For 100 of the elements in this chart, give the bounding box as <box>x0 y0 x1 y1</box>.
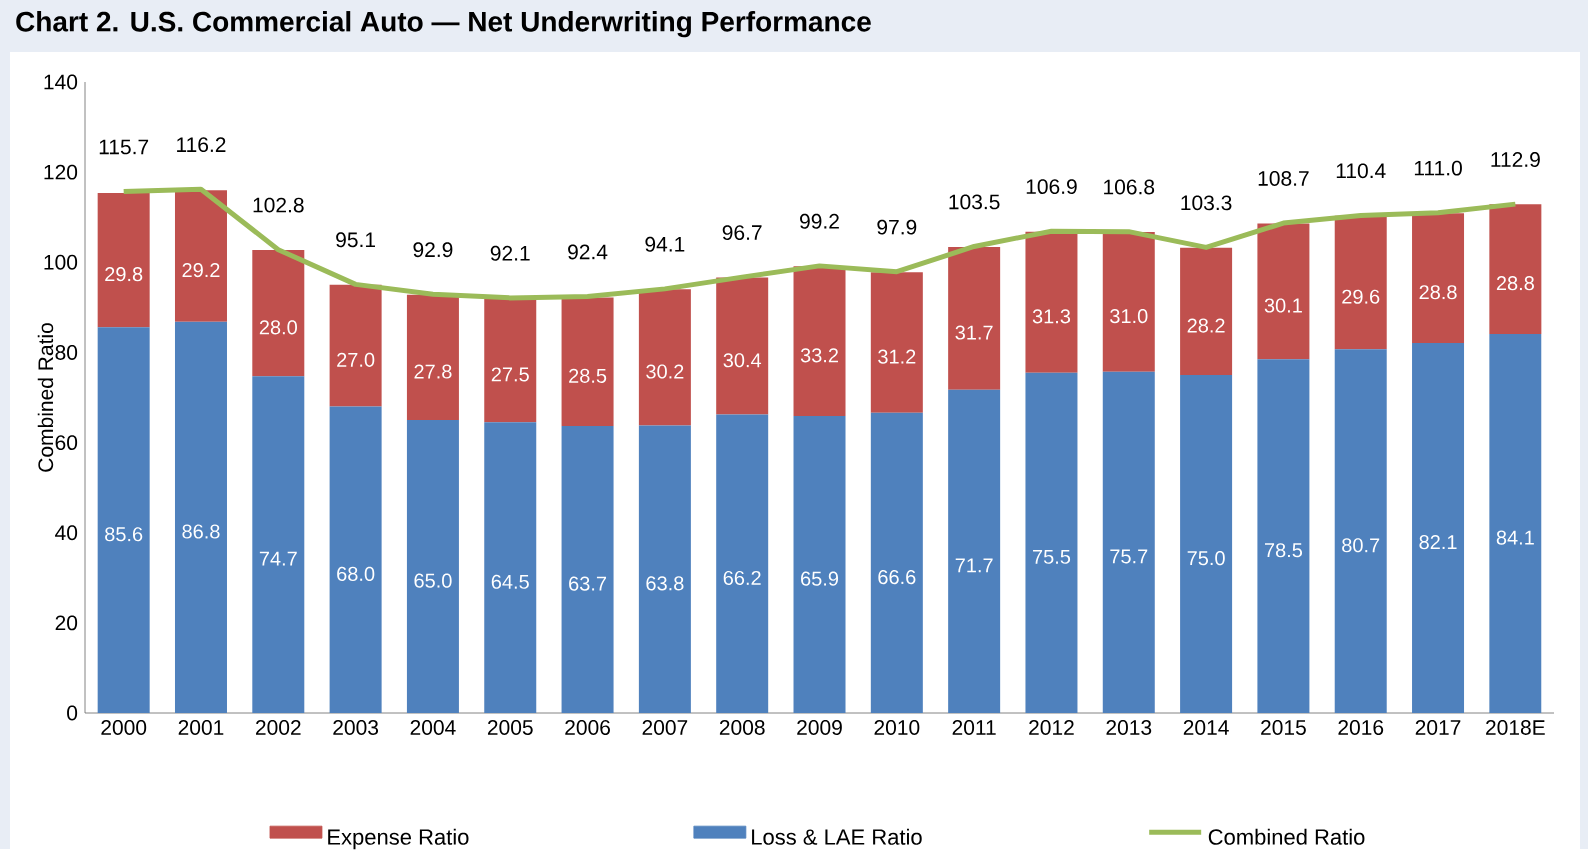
data-label: 68.0 <box>337 567 375 582</box>
x-tick-label: 2006 <box>565 720 610 736</box>
data-label: 99.2 <box>800 214 839 229</box>
bar <box>1334 216 1387 350</box>
data-label: 115.7 <box>99 139 149 155</box>
bar <box>484 298 537 423</box>
bar <box>870 413 923 714</box>
y-tick-label: 140 <box>44 74 78 90</box>
bar <box>948 247 1001 391</box>
bar <box>1412 213 1465 344</box>
legend-label: Combined Ratio <box>1208 828 1365 846</box>
y-tick-label: 100 <box>44 255 78 270</box>
bar <box>174 321 227 714</box>
data-label: 75.7 <box>1110 549 1148 564</box>
bar <box>1025 372 1078 714</box>
data-label: 106.8 <box>1104 179 1155 195</box>
bar <box>1025 231 1078 373</box>
bar <box>1102 232 1155 372</box>
bar <box>948 390 1001 714</box>
data-label: 103.5 <box>949 194 1000 210</box>
data-label: 30.2 <box>646 364 684 379</box>
data-label: 71.7 <box>955 558 993 573</box>
data-label: 65.0 <box>414 573 452 588</box>
bar <box>406 420 459 714</box>
data-label: 29.8 <box>105 267 143 282</box>
y-tick-label: 80 <box>55 345 78 361</box>
x-tick-label: 2003 <box>333 720 379 736</box>
data-label: 96.7 <box>722 225 762 241</box>
bar <box>97 193 150 328</box>
data-label: 29.6 <box>1342 289 1380 304</box>
data-label: 31.2 <box>878 349 916 364</box>
bar <box>793 416 846 714</box>
x-tick-label: 2014 <box>1183 720 1229 736</box>
y-tick-label: 40 <box>55 525 78 541</box>
data-label: 74.7 <box>259 551 297 566</box>
x-tick-label: 2008 <box>719 720 765 736</box>
data-label: 27.5 <box>491 367 529 382</box>
bar <box>174 190 227 322</box>
bar <box>638 425 691 714</box>
x-tick-label: 2015 <box>1261 720 1306 736</box>
data-label: 28.8 <box>1419 285 1457 300</box>
y-tick-label: 60 <box>55 435 78 451</box>
bar <box>716 414 769 714</box>
bar <box>561 426 614 714</box>
data-label: 108.7 <box>1258 171 1309 187</box>
data-label: 63.8 <box>646 576 684 591</box>
data-label: 84.1 <box>1496 530 1534 545</box>
x-tick-label: 2002 <box>256 720 301 736</box>
bar <box>1334 349 1387 714</box>
y-axis-title: Combined Ratio <box>37 323 54 472</box>
bar <box>1489 204 1542 335</box>
x-tick-label: 2018E <box>1486 720 1545 736</box>
data-label: 64.5 <box>491 574 529 590</box>
data-label: 86.8 <box>182 524 220 539</box>
bar <box>1102 372 1155 714</box>
x-tick-label: 2011 <box>952 720 996 736</box>
legend-label: Expense Ratio <box>328 828 469 850</box>
bar <box>793 266 846 417</box>
bar <box>484 422 537 714</box>
data-label: 31.3 <box>1032 309 1071 324</box>
data-label: 28.2 <box>1187 318 1225 333</box>
x-tick-label: 2012 <box>1029 720 1074 736</box>
x-tick-label: 2010 <box>874 720 920 736</box>
bar <box>1180 248 1233 376</box>
data-label: 85.6 <box>105 527 143 542</box>
x-tick-label: 2017 <box>1415 720 1461 736</box>
data-label: 92.4 <box>568 244 608 260</box>
data-label: 63.7 <box>569 576 607 591</box>
bar <box>252 376 305 714</box>
bar <box>1257 223 1310 360</box>
y-tick-label: 20 <box>55 615 78 631</box>
x-tick-label: 2001 <box>178 720 224 736</box>
x-tick-label: 2007 <box>642 720 688 736</box>
data-label: 66.6 <box>878 570 916 585</box>
data-label: 102.8 <box>253 197 304 213</box>
bar <box>252 250 305 377</box>
legend-label: Loss & LAE Ratio <box>752 828 922 846</box>
data-label: 30.4 <box>723 353 762 368</box>
data-label: 75.0 <box>1187 551 1225 566</box>
data-label: 92.1 <box>490 246 530 261</box>
data-label: 33.2 <box>800 348 838 363</box>
data-label: 27.0 <box>337 352 375 368</box>
chart-title: Chart 2. U.S. Commercial Auto — Net Underwriting Performance <box>16 11 871 38</box>
bar <box>561 297 614 427</box>
data-label: 28.5 <box>569 368 607 384</box>
data-label: 110.4 <box>1336 163 1386 179</box>
data-label: 78.5 <box>1264 543 1303 558</box>
bar <box>1489 334 1542 714</box>
data-label: 106.9 <box>1026 179 1077 195</box>
bar <box>638 289 691 426</box>
bar <box>716 277 769 415</box>
x-tick-label: 2013 <box>1106 720 1152 736</box>
bar <box>97 327 150 714</box>
x-tick-label: 2009 <box>797 720 842 736</box>
bar <box>1257 359 1310 714</box>
data-label: 27.8 <box>414 364 452 379</box>
x-tick-label: 2005 <box>487 720 533 736</box>
data-label: 103.3 <box>1181 195 1232 211</box>
data-label: 80.7 <box>1342 538 1380 553</box>
data-label: 31.0 <box>1110 309 1148 324</box>
